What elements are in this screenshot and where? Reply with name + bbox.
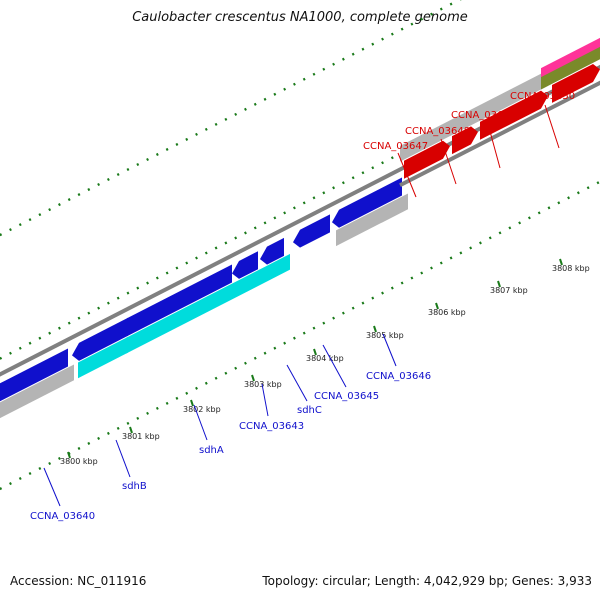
- cds-reverse: [332, 177, 402, 228]
- gene-gray: [336, 193, 408, 247]
- dotted-guide-line: [0, 180, 600, 491]
- gene-label-forward[interactable]: CCNA_03650: [510, 91, 575, 102]
- scale-tick-label: 3804 kbp: [306, 354, 344, 363]
- gene-label-leader: [382, 333, 397, 367]
- gene-gray: [0, 364, 74, 419]
- scale-tick-label: 3806 kbp: [428, 308, 466, 317]
- gene-label-leader: [544, 104, 560, 149]
- scale-tick-label: 3801 kbp: [122, 432, 160, 441]
- gene-label-reverse[interactable]: sdhC: [297, 405, 322, 416]
- gene-label-reverse[interactable]: sdhB: [122, 481, 147, 492]
- gene-label-forward[interactable]: CCNA_03647: [363, 141, 428, 152]
- cds-forward: [452, 126, 478, 155]
- cds-forward: [480, 90, 548, 140]
- gene-labels: CCNA_03640 sdhB sdhA CCNA_03643 sdhC CCNA_036…: [30, 91, 575, 522]
- scale-tick: [67, 451, 71, 459]
- cds-reverse: [0, 348, 68, 402]
- cds-reverse: [72, 317, 128, 361]
- gene-label-reverse[interactable]: CCNA_03645: [314, 391, 379, 402]
- genome-summary-text: Topology: circular; Length: 4,042,929 bp…: [262, 574, 592, 588]
- scale-tick: [313, 348, 317, 356]
- cds-reverse: [120, 264, 232, 337]
- scale-tick: [559, 258, 563, 266]
- scale-tick-label: 3808 kbp: [552, 264, 590, 273]
- gene-label-reverse[interactable]: CCNA_03640: [30, 511, 95, 522]
- scale-tick-label: 3805 kbp: [366, 331, 404, 340]
- gene-olive: [541, 43, 600, 90]
- scale-tick: [251, 374, 255, 382]
- gene-label-leader: [322, 344, 347, 388]
- cds-reverse: [293, 214, 330, 248]
- gene-label-reverse[interactable]: sdhA: [199, 445, 224, 456]
- gene-label-reverse[interactable]: CCNA_03646: [366, 371, 431, 382]
- scale-tick-label: 3802 kbp: [183, 405, 221, 414]
- scale-tick: [129, 426, 133, 434]
- scale-ticks: 3800 kbp 3801 kbp 3802 kbp 3803 kbp 3804 kbp…: [60, 258, 590, 466]
- scale-tick-label: 3807 kbp: [490, 286, 528, 295]
- gene-label-leader: [261, 383, 269, 417]
- cds-forward: [552, 63, 600, 103]
- gene-label-leader: [193, 404, 208, 441]
- gene-gray: [400, 70, 548, 162]
- gene-pink: [541, 37, 600, 78]
- scale-tick: [497, 280, 501, 288]
- accession-text: Accession: NC_011916: [10, 574, 147, 588]
- scale-tick-label: 3800 kbp: [60, 457, 98, 466]
- gene-label-reverse[interactable]: CCNA_03643: [239, 421, 304, 432]
- scale-tick: [190, 399, 194, 407]
- feature-tracks: [0, 37, 600, 419]
- gene-label-forward[interactable]: CCNA_03649: [451, 110, 516, 121]
- cds-reverse: [260, 237, 284, 265]
- scale-tick: [435, 302, 439, 310]
- cds-reverse: [232, 251, 258, 279]
- gene-label-leader: [397, 152, 417, 198]
- gene-label-leader: [115, 439, 131, 478]
- gene-label-leader: [286, 364, 308, 402]
- gene-label-leader: [440, 138, 457, 185]
- scale-tick-label: 3803 kbp: [244, 380, 282, 389]
- gene-label-leader: [487, 123, 501, 169]
- scale-tick: [373, 325, 377, 333]
- gene-highlight: [78, 336, 128, 379]
- gene-label-forward[interactable]: CCNA_03648: [405, 126, 470, 137]
- map-title: Caulobacter crescentus NA1000, complete …: [132, 10, 468, 25]
- cds-forward: [404, 140, 450, 179]
- gene-highlight: [126, 253, 290, 354]
- genome-backbone-forward: [399, 80, 600, 188]
- gene-label-leader: [43, 467, 61, 507]
